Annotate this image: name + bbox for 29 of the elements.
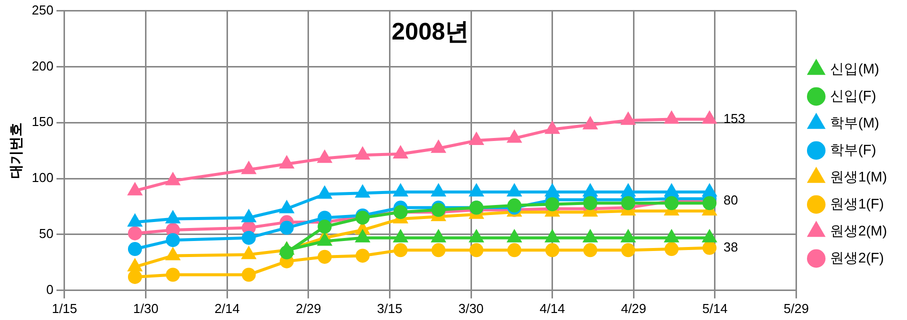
chart-title: 2008년 xyxy=(392,18,470,46)
y-tick-label: 100 xyxy=(32,170,54,186)
legend-label: 원생1(F) xyxy=(830,195,884,212)
annotation: 38 xyxy=(724,239,738,254)
x-tick-label: 5/14 xyxy=(702,300,728,316)
y-tick-label: 50 xyxy=(39,226,54,242)
x-tick-label: 4/29 xyxy=(620,300,646,316)
y-tick-label: 200 xyxy=(32,58,54,74)
annotation: 153 xyxy=(724,110,746,126)
legend-label: 원생1(M) xyxy=(830,168,888,184)
x-tick-label: 1/30 xyxy=(133,300,158,316)
x-tick-label: 2/29 xyxy=(296,300,322,316)
x-tick-label: 3/30 xyxy=(458,300,484,316)
legend-label: 원생2(M) xyxy=(830,222,888,238)
y-axis-title: 대기번호 xyxy=(7,122,24,179)
x-tick-label: 2/14 xyxy=(214,300,240,316)
y-tick-label: 150 xyxy=(32,114,54,130)
legend-label: 신입(M) xyxy=(830,60,880,76)
x-tick-label: 1/15 xyxy=(52,300,78,316)
x-tick-label: 3/15 xyxy=(377,300,402,316)
x-tick-label: 4/14 xyxy=(540,300,565,316)
legend-label: 학부(F) xyxy=(830,141,876,158)
y-tick-label: 0 xyxy=(46,282,54,297)
legend-label: 학부(M) xyxy=(830,114,880,130)
legend-label: 신입(F) xyxy=(830,87,876,104)
annotation: 80 xyxy=(724,192,738,208)
x-tick-label: 5/29 xyxy=(784,300,809,316)
legend-label: 원생2(F) xyxy=(830,249,884,266)
y-tick-label: 250 xyxy=(32,2,54,18)
